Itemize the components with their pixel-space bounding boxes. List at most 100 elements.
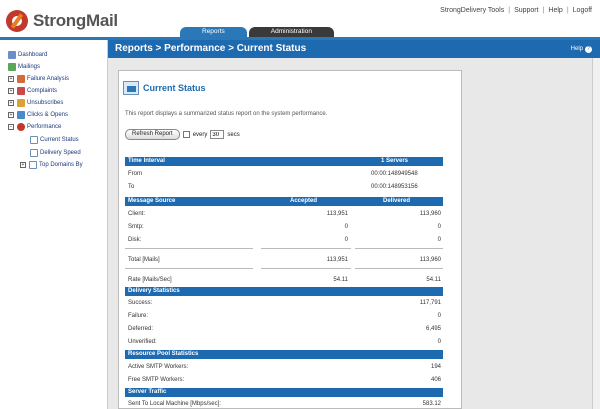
servers-header: 1 Servers — [381, 158, 409, 164]
logo-text: StrongMail — [33, 11, 118, 30]
refresh-controls: Refresh Report every secs — [125, 129, 240, 140]
vertical-scrollbar[interactable] — [592, 58, 600, 409]
row-label: Success: — [128, 300, 153, 306]
section-header-server-traffic: Server Traffic — [125, 388, 443, 397]
table-row: Sent To Local Machine [Mbps/sec]: 583.12 — [125, 400, 443, 409]
row-label: Smtp: — [128, 224, 144, 230]
main-tabs: Reports Administration — [180, 27, 336, 37]
divider — [125, 268, 253, 269]
complaints-icon — [17, 86, 25, 95]
table-row: Unverified: 0 — [125, 338, 443, 347]
table-row: Smtp: 0 0 — [125, 223, 443, 232]
link-help[interactable]: Help — [548, 7, 563, 14]
divider — [261, 248, 351, 249]
row-label: Unverified: — [128, 339, 157, 345]
page-title-bar: Reports > Performance > Current Status H… — [108, 40, 600, 58]
help-link[interactable]: Help? — [571, 45, 592, 53]
expand-icon[interactable]: + — [20, 161, 26, 168]
help-icon: ? — [585, 46, 592, 53]
accepted-value: 113,951 — [326, 211, 348, 217]
sidebar-item-label: Delivery Speed — [40, 149, 81, 156]
auto-refresh-checkbox[interactable] — [182, 131, 190, 138]
section-header-message-source: Message Source Accepted Delivered — [125, 197, 443, 206]
sidebar-item-dashboard[interactable]: Dashboard — [8, 50, 47, 59]
delivered-value: 113,960 — [419, 257, 441, 263]
section-header-delivery-statistics: Delivery Statistics — [125, 287, 443, 296]
link-logoff[interactable]: Logoff — [572, 7, 592, 14]
sidebar-item-failure-analysis[interactable]: + Failure Analysis — [8, 74, 69, 83]
collapse-icon[interactable]: − — [8, 123, 14, 130]
link-separator: | — [508, 7, 511, 14]
sidebar-item-current-status[interactable]: Current Status — [30, 135, 79, 144]
delivered-value: 0 — [437, 237, 441, 243]
column-header-accepted: Accepted — [290, 198, 318, 204]
sidebar-item-unsubscribes[interactable]: + Unsubscribes — [8, 98, 63, 107]
row-value: 00:00:148953156 — [371, 184, 418, 190]
sidebar-item-mailings[interactable]: Mailings — [8, 62, 40, 71]
tab-reports[interactable]: Reports — [180, 27, 247, 37]
table-row-total: Total [Mails] 113,951 113,960 — [125, 256, 443, 265]
accepted-value: 113,951 — [326, 257, 348, 263]
table-row: Active SMTP Workers: 194 — [125, 363, 443, 372]
report-icon — [123, 81, 139, 95]
strongmail-logo[interactable]: StrongMail — [6, 10, 118, 32]
link-support[interactable]: Support — [514, 7, 539, 14]
link-strongdelivery-tools[interactable]: StrongDelivery Tools — [440, 7, 505, 14]
row-value: 406 — [430, 377, 441, 383]
tab-underline — [0, 37, 600, 40]
sidebar-item-performance[interactable]: − Performance — [8, 122, 61, 131]
sidebar-item-top-domains-by[interactable]: + Top Domains By — [20, 160, 83, 169]
table-row: Free SMTP Workers: 406 — [125, 376, 443, 385]
row-label: Rate [Mails/Sec] — [128, 277, 172, 283]
header-label: Time Interval — [128, 158, 165, 164]
divider — [125, 248, 253, 249]
report-description: This report displays a summarized status… — [125, 111, 328, 117]
card-title: Current Status — [143, 83, 206, 93]
document-icon — [30, 148, 38, 157]
sidebar-item-complaints[interactable]: + Complaints — [8, 86, 57, 95]
header-label: Message Source — [128, 198, 176, 204]
top-header: StrongMail StrongDelivery Tools | Suppor… — [0, 0, 600, 37]
logo-icon — [6, 10, 28, 32]
row-label: Deferred: — [128, 326, 154, 332]
sidebar-item-delivery-speed[interactable]: Delivery Speed — [30, 148, 81, 157]
unsubscribes-icon — [17, 98, 25, 107]
header-label: Delivery Statistics — [128, 288, 180, 294]
link-separator: | — [566, 7, 569, 14]
row-value: 0 — [437, 313, 441, 319]
expand-icon[interactable]: + — [8, 99, 14, 106]
column-header-delivered: Delivered — [383, 198, 411, 204]
row-label: To — [128, 184, 135, 190]
document-icon — [30, 135, 38, 144]
row-label: Failure: — [128, 313, 149, 319]
row-value: 583.12 — [422, 401, 441, 407]
expand-icon[interactable]: + — [8, 111, 14, 118]
accepted-value: 0 — [344, 224, 348, 230]
row-label: Active SMTP Workers: — [128, 364, 189, 370]
card-header: Current Status — [123, 81, 206, 95]
section-header-resource-pool: Resource Pool Statistics — [125, 350, 443, 359]
table-row: To 00:00:148953156 — [125, 183, 443, 192]
every-label: every — [192, 131, 208, 138]
table-row: Success: 117,791 — [125, 299, 443, 308]
header-label: Server Traffic — [128, 389, 167, 395]
table-row: From 00:00:148949548 — [125, 170, 443, 179]
sidebar-item-label: Current Status — [40, 136, 79, 143]
row-value: 117,791 — [419, 300, 441, 306]
expand-icon[interactable]: + — [8, 75, 14, 82]
table-row: Disk: 0 0 — [125, 236, 443, 245]
row-label: Sent To Local Machine [Mbps/sec]: — [128, 401, 221, 407]
main-content: Reports > Performance > Current Status H… — [108, 40, 600, 409]
sidebar-item-clicks-opens[interactable]: + Clicks & Opens — [8, 110, 68, 119]
sidebar-item-label: Complaints — [27, 87, 58, 94]
refresh-report-button[interactable]: Refresh Report — [125, 129, 180, 140]
failure-analysis-icon — [17, 74, 25, 83]
mailings-icon — [8, 62, 16, 71]
sidebar-item-label: Dashboard — [18, 51, 48, 58]
row-label: Client: — [128, 211, 146, 217]
row-label: From — [128, 171, 142, 177]
refresh-interval-input[interactable] — [210, 130, 225, 139]
tab-administration[interactable]: Administration — [248, 27, 334, 37]
expand-icon[interactable]: + — [8, 87, 14, 94]
delivered-value: 54.11 — [426, 277, 441, 283]
